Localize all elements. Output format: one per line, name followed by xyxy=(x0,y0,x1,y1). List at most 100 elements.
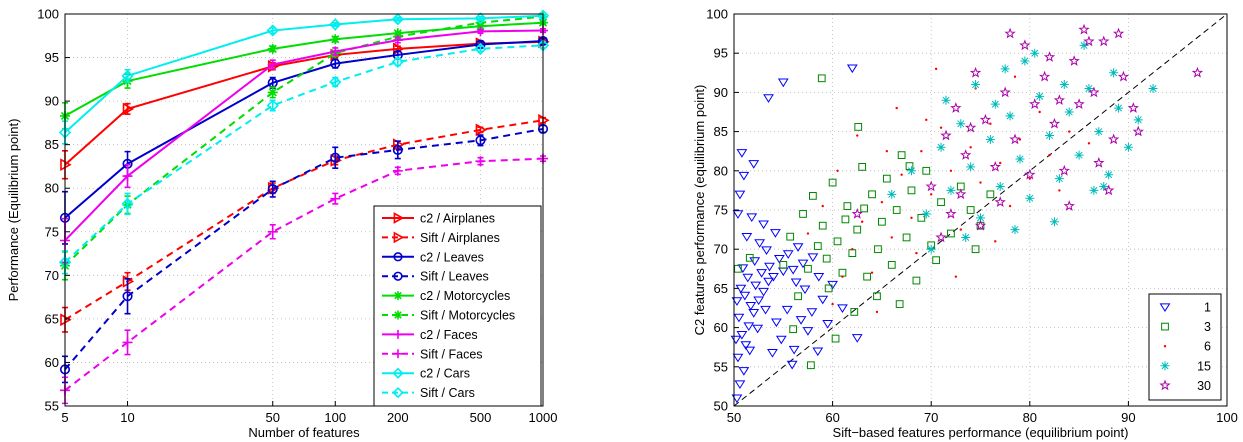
chart1-legend-label: c2 / Faces xyxy=(420,328,478,342)
chart2-data-point xyxy=(1083,35,1095,47)
chart2-y-tick-label: 85 xyxy=(714,124,728,139)
chart2-y-tick-label: 55 xyxy=(714,359,728,374)
chart2-data-point xyxy=(841,275,844,278)
chart2-data-point xyxy=(1099,181,1109,191)
chart2-data-point xyxy=(831,302,834,306)
chart2-data-point xyxy=(989,160,1001,172)
chart2-data-point xyxy=(770,318,782,328)
chart2-data-point xyxy=(1049,217,1059,227)
chart1-series-line xyxy=(64,21,544,117)
chart1-legend-marker xyxy=(393,212,405,224)
chart1-x-tick-label: 5 xyxy=(61,410,68,425)
chart2-data-point xyxy=(748,160,760,169)
chart2-data-point xyxy=(777,78,789,88)
chart2-data-point xyxy=(925,180,937,192)
chart2-data-point xyxy=(786,232,795,241)
chart2-data-point xyxy=(1048,153,1051,157)
chart2-data-point xyxy=(912,276,921,285)
chart2-data-point xyxy=(1008,204,1012,208)
chart2-data-point xyxy=(1063,200,1075,211)
chart2-data-point xyxy=(1038,70,1051,82)
chart2-data-point xyxy=(746,213,758,223)
chart2-data-point xyxy=(750,281,762,291)
chart2-data-point xyxy=(935,231,947,243)
chart2-legend-marker xyxy=(1159,379,1171,391)
chart2-data-point xyxy=(1109,68,1119,78)
chart1-legend-marker xyxy=(393,231,405,244)
chart2-data-point xyxy=(792,243,804,252)
chart1-data-point xyxy=(267,43,278,54)
chart2-data-point xyxy=(976,213,985,223)
chart2-data-point xyxy=(758,220,769,230)
chart2-data-point xyxy=(1035,91,1045,101)
chart1-legend-marker xyxy=(393,329,403,339)
chart2-data-point xyxy=(843,202,852,210)
chart1-legend-label: c2 / Cars xyxy=(420,367,470,381)
chart2-data-point xyxy=(748,309,760,318)
chart2-data-point xyxy=(875,310,879,314)
chart2-data-point xyxy=(806,232,810,235)
chart2-series xyxy=(730,23,1204,404)
chart2-data-point xyxy=(932,256,941,265)
chart2-data-point xyxy=(1019,39,1031,51)
chart2-data-point xyxy=(920,150,923,153)
chart2-data-point xyxy=(966,162,976,172)
chart2-data-point xyxy=(906,166,916,176)
chart2-data-point xyxy=(1009,133,1021,145)
chart1-error-bar xyxy=(394,140,401,160)
chart2-data-point xyxy=(969,146,972,149)
chart2-data-point xyxy=(1058,164,1070,176)
chart2-data-point xyxy=(799,285,811,295)
chart2-data-point xyxy=(921,209,931,219)
chart1-x-tick-label: 100 xyxy=(324,410,346,425)
chart1-series xyxy=(58,9,550,405)
chart2-data-point xyxy=(994,196,1006,207)
chart2-data-point xyxy=(836,169,839,172)
chart1-x-tick-label: 1000 xyxy=(529,410,558,425)
chart2-data-point xyxy=(824,284,833,293)
chart2-data-point xyxy=(1127,102,1139,113)
chart2-legend-label: 1 xyxy=(1204,301,1211,315)
chart2-data-point xyxy=(1064,107,1074,117)
chart1-x-tick-label: 10 xyxy=(120,410,134,425)
chart1-x-tick-label: 50 xyxy=(265,410,279,425)
chart2-data-point xyxy=(917,213,926,222)
chart2-data-point xyxy=(753,296,765,306)
chart2-data-point xyxy=(880,200,884,204)
chart2-data-point xyxy=(1068,130,1071,133)
chart1-series-group xyxy=(58,9,550,145)
chart2-data-point xyxy=(946,185,956,195)
chart1-data-point xyxy=(330,152,341,163)
chart2-data-point xyxy=(868,190,876,199)
chart1-legend-marker xyxy=(392,367,404,379)
chart1-data-point xyxy=(267,59,278,70)
chart1-ticks: 5 10 50 100 200 500 1000 55 60 65 70 75 80 85 90 95 100 xyxy=(37,7,557,426)
chart2-series-group xyxy=(887,40,1158,254)
chart2-data-point xyxy=(922,166,931,175)
chart2-data-point xyxy=(895,106,898,110)
chart1-data-point xyxy=(474,42,487,55)
chart2-data-point xyxy=(802,327,814,336)
chart2-data-point xyxy=(761,246,772,255)
chart2-legend-marker xyxy=(1161,322,1169,331)
chart2-data-point xyxy=(817,74,826,83)
chart1-legend-marker xyxy=(392,386,404,399)
chart2-data-point xyxy=(907,186,916,195)
chart2-data-point xyxy=(994,240,997,243)
chart1-legend-marker xyxy=(393,271,403,281)
chart2-data-point xyxy=(985,134,995,144)
chart2-data-point xyxy=(1018,138,1022,141)
chart2-y-tick-label: 70 xyxy=(714,242,728,257)
chart2-legend-marker xyxy=(1163,345,1167,348)
chart2-x-axis-label: Sift−based features performance (equilib… xyxy=(833,425,1129,440)
chart1-data-point xyxy=(392,35,403,46)
chart1-y-tick-label: 100 xyxy=(37,7,59,22)
chart2-data-point xyxy=(740,341,752,350)
chart2-data-point xyxy=(999,86,1011,98)
chart1-y-tick-label: 60 xyxy=(45,355,59,370)
chart2-data-point xyxy=(736,149,748,158)
chart2-data-point xyxy=(773,254,785,264)
chart1-data-point xyxy=(392,165,403,176)
chart2-data-point xyxy=(1112,27,1125,39)
chart2-data-point xyxy=(794,292,802,301)
